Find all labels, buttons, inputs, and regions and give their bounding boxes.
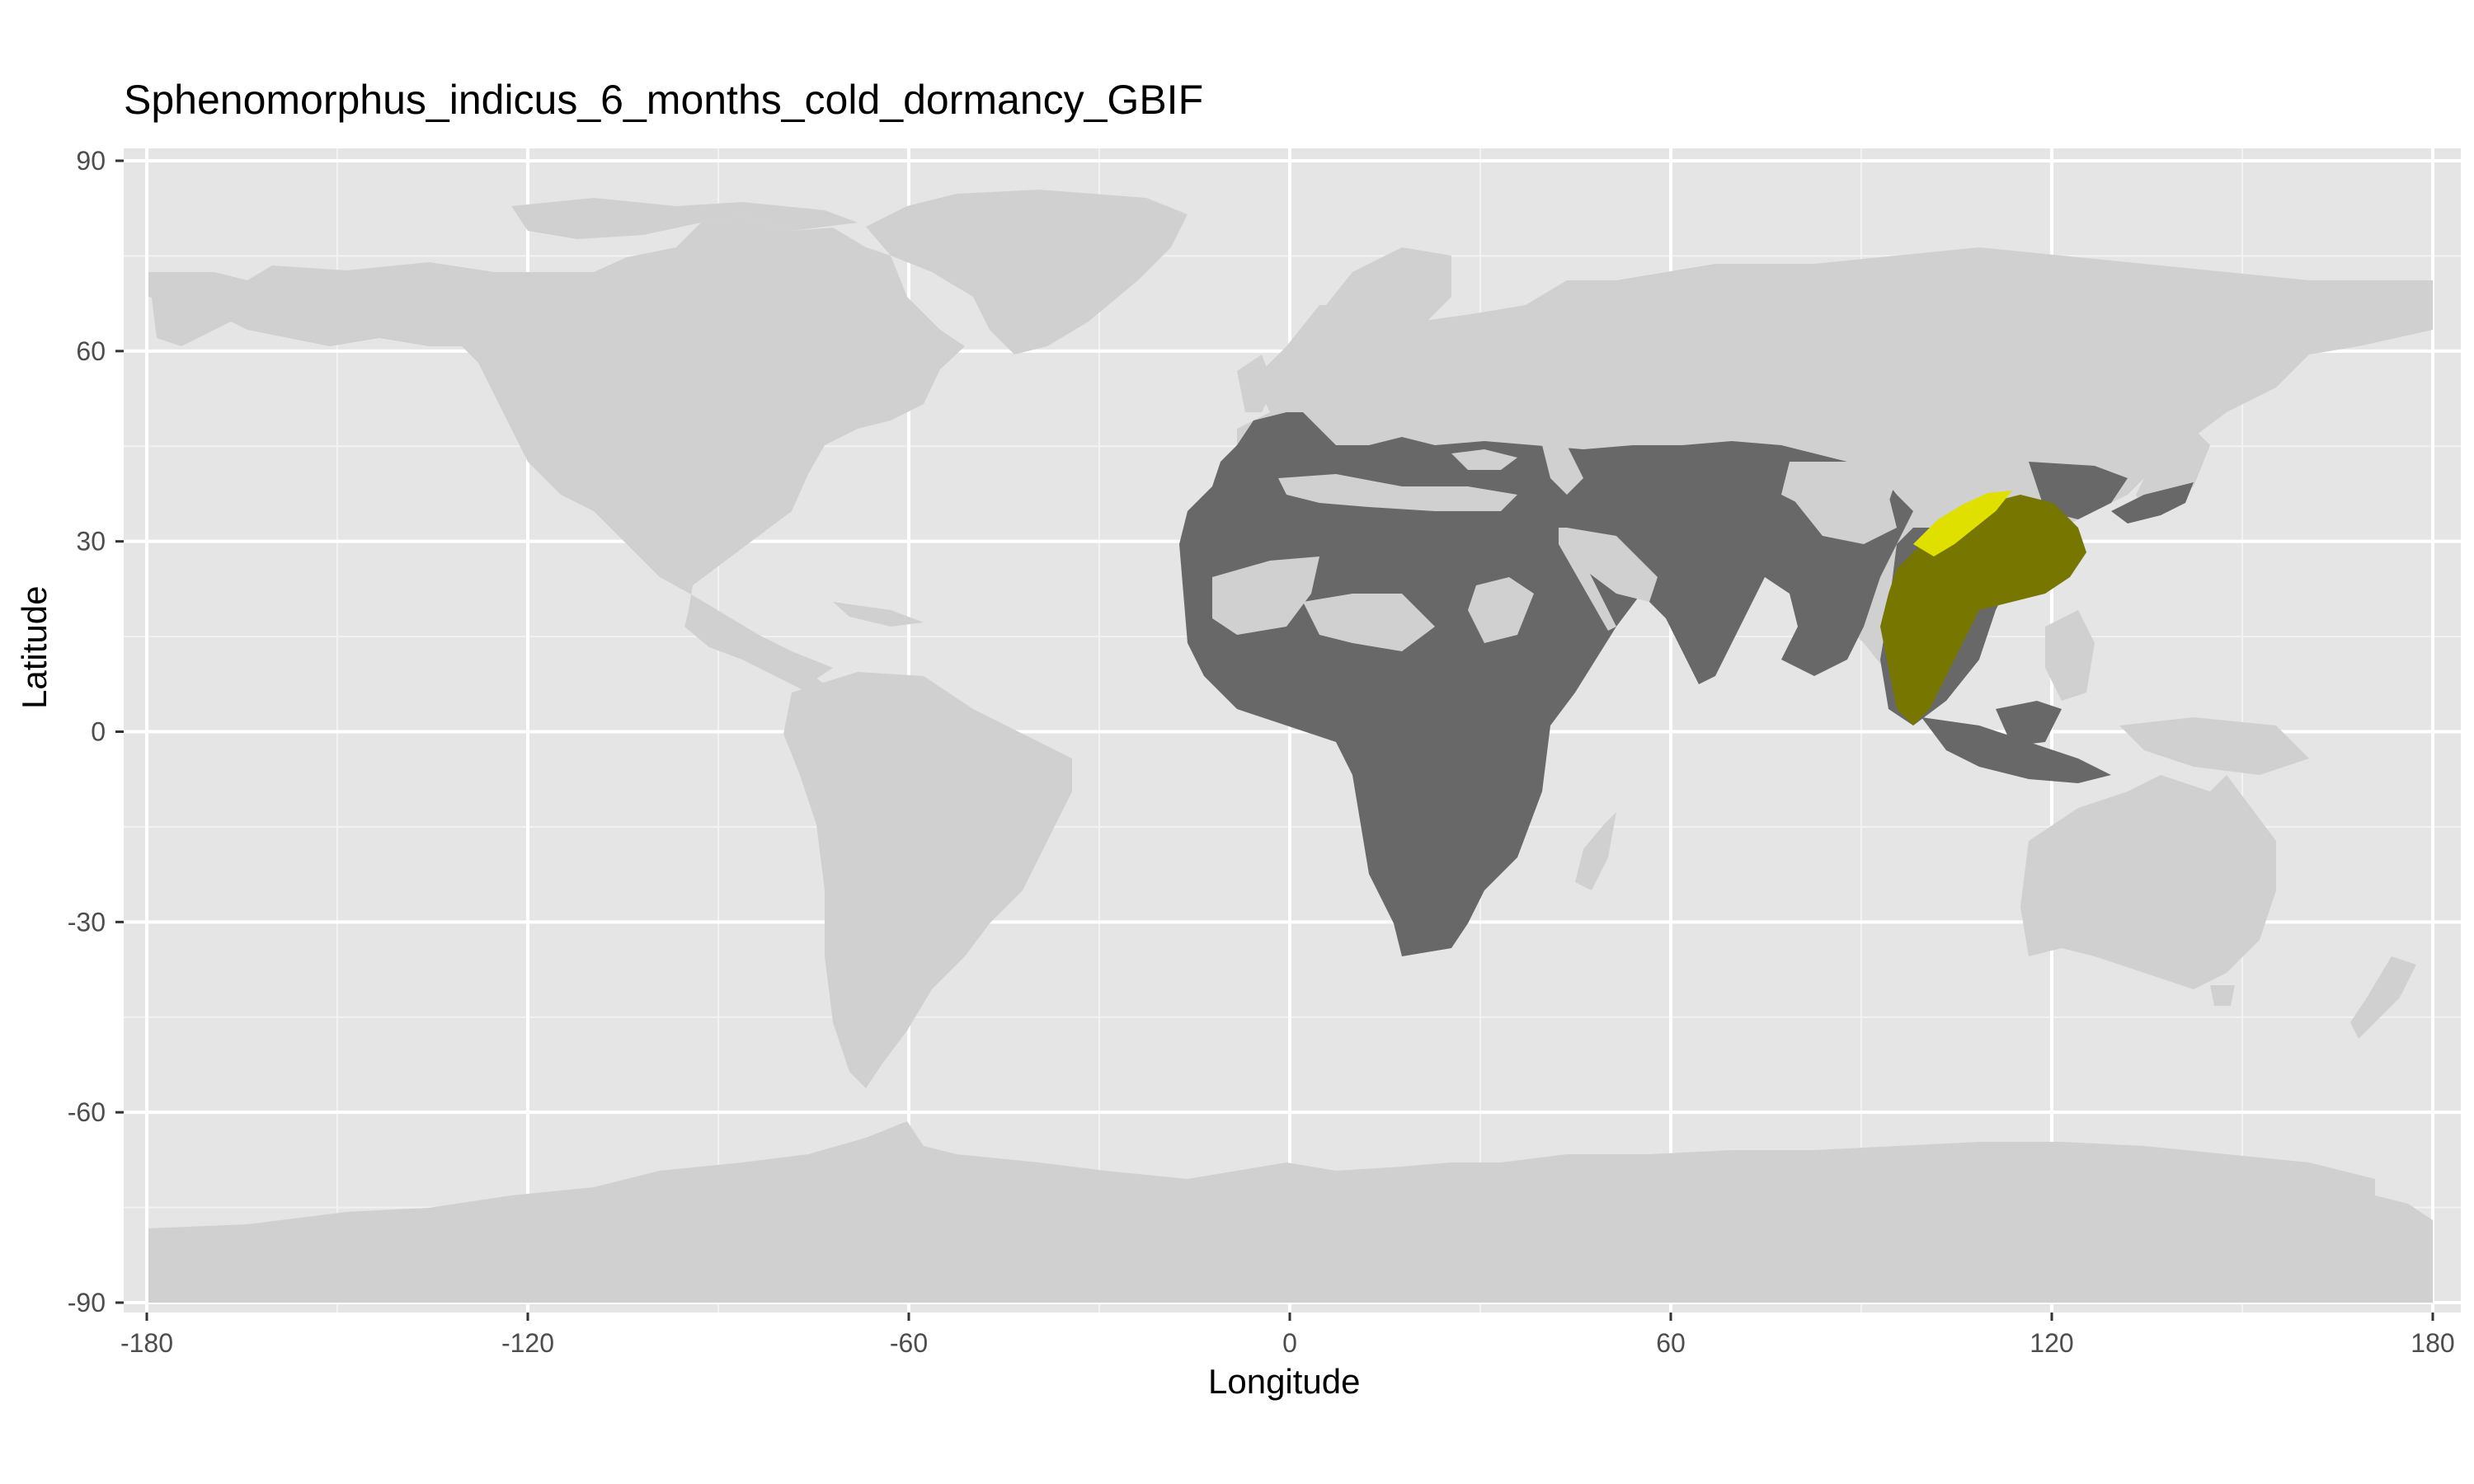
y-tick-label: -30: [68, 907, 106, 937]
madagascar-land: [1575, 812, 1616, 890]
x-tick-label: -180: [120, 1328, 173, 1358]
y-tick-label: 0: [91, 717, 106, 747]
y-axis-title: Latitude: [15, 585, 54, 709]
mediterranean-hole: [1278, 474, 1517, 511]
y-tick-label: 90: [76, 146, 106, 176]
x-tick-label: 60: [1656, 1328, 1686, 1358]
x-tick-label: -60: [890, 1328, 928, 1358]
alaska-land: [148, 272, 247, 346]
philippines-land: [2045, 610, 2095, 701]
south-america-land: [783, 672, 1072, 1088]
tasmania-land: [2210, 985, 2235, 1006]
yellow-range: [1913, 491, 2012, 556]
black-sea-hole: [1451, 449, 1517, 470]
x-tick-label: 180: [2411, 1328, 2454, 1358]
scandinavia-land: [1319, 247, 1451, 346]
axes: -180 -120 -60 0 60 120 180 -90 -60 -30 0 30 60 90: [68, 146, 2455, 1358]
tibet-hole: [1790, 486, 1897, 544]
central-america-land: [684, 595, 825, 693]
africa-middle-east-suitable: [1179, 412, 1913, 956]
x-tick-label: 120: [2030, 1328, 2073, 1358]
y-tick-label: 60: [76, 336, 106, 366]
caribbean-islands: [833, 602, 924, 627]
x-axis-title: Longitude: [1208, 1362, 1361, 1401]
australia-land: [2020, 775, 2276, 989]
red-sea-hole: [1559, 528, 1616, 631]
new-guinea-land: [2119, 717, 2309, 775]
y-tick-label: 30: [76, 527, 106, 556]
arabia-hole: [1567, 528, 1658, 602]
x-tick-label: 0: [1282, 1328, 1297, 1358]
antarctica-land: [148, 1121, 2433, 1303]
y-tick-label: -90: [68, 1288, 106, 1317]
japan-suitable: [2111, 482, 2194, 524]
caspian-hole: [1542, 445, 1583, 495]
sahara-west-hole: [1212, 556, 1319, 635]
north-america-land: [148, 216, 965, 684]
new-zealand-land: [2350, 956, 2416, 1039]
sahara-east-hole: [1468, 577, 1534, 643]
observed-range-only: [1913, 491, 2012, 556]
borneo-suitable: [1996, 701, 2062, 746]
british-isles-land: [1237, 355, 1274, 412]
indonesia-suitable: [1921, 717, 2111, 783]
japan-land: [2136, 429, 2210, 511]
greenland-land: [866, 190, 1188, 355]
x-tick-label: -120: [501, 1328, 554, 1358]
arctic-islands: [511, 198, 858, 239]
sahara-central-hole: [1303, 594, 1435, 651]
world-land: [148, 190, 2433, 1303]
plot-title: Sphenomorphus_indicus_6_months_cold_dorm…: [124, 77, 1204, 123]
unsuitable-holes: [1212, 445, 1897, 651]
y-tick-label: -60: [68, 1097, 106, 1127]
